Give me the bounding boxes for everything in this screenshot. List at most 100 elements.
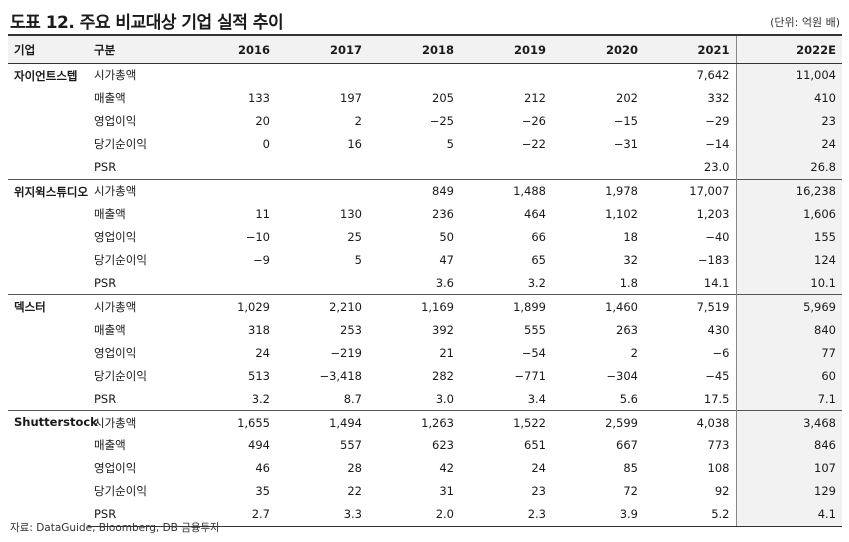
value-cell: 840 <box>735 318 842 342</box>
company-name: 덱스터 <box>8 294 88 411</box>
value-cell: 16 <box>347 137 362 152</box>
value-cell: 3.6 <box>435 275 454 290</box>
value-cell: 24 <box>531 461 546 476</box>
metric-label: 시가총액 <box>88 62 184 87</box>
value-cell: 24 <box>735 132 842 156</box>
header-year: 2017 <box>276 34 368 64</box>
value-cell: 849 <box>368 178 460 203</box>
value-cell: 21 <box>439 345 454 360</box>
value-cell: 124 <box>735 248 842 272</box>
value-cell: 2.0 <box>368 502 460 527</box>
value-cell <box>276 62 368 87</box>
value-cell: 17.5 <box>703 391 730 406</box>
value-cell: 11 <box>255 207 270 222</box>
value-cell: 1.8 <box>619 275 638 290</box>
metric-label: 시가총액 <box>88 294 184 319</box>
value-cell <box>552 62 644 87</box>
metric-label: 시가총액 <box>88 178 184 203</box>
metric-label: 영업이익 <box>94 345 137 360</box>
value-cell: 282 <box>432 368 454 383</box>
value-cell: −29 <box>705 114 730 129</box>
value-cell: 212 <box>524 91 546 106</box>
table-row: PSR 3.2 8.7 3.0 3.4 5.6 17.5 7.1 <box>8 387 842 411</box>
value-cell: −26 <box>521 114 546 129</box>
metric-label: 당기순이익 <box>94 484 147 499</box>
value-cell: 410 <box>735 86 842 110</box>
value-cell: 35 <box>255 484 270 499</box>
value-cell: 108 <box>707 461 730 476</box>
metric-label: 당기순이익 <box>94 137 147 152</box>
value-cell: 3.3 <box>276 502 368 527</box>
value-cell: 623 <box>432 438 454 453</box>
metric-label: 당기순이익 <box>94 368 147 383</box>
metric-label: 영업이익 <box>94 114 137 129</box>
value-cell: 1,488 <box>460 178 552 203</box>
table-row: 위지윅스튜디오 시가총액 849 1,488 1,978 17,007 16,238 <box>8 178 842 295</box>
table-row: 영업이익 46 28 42 24 85 108 107 <box>8 456 842 480</box>
value-cell: 263 <box>616 322 638 337</box>
value-cell: 23 <box>531 484 546 499</box>
header-year: 2021 <box>644 34 736 64</box>
value-cell: −304 <box>606 368 638 383</box>
value-cell: 1,522 <box>460 410 552 434</box>
metric-label: 당기순이익 <box>94 252 147 267</box>
value-cell: 22 <box>347 484 362 499</box>
value-cell: 5.6 <box>619 391 638 406</box>
value-cell: 332 <box>707 91 730 106</box>
metric-label: 매출액 <box>94 322 126 337</box>
value-cell: 2 <box>354 114 362 129</box>
value-cell: 3,468 <box>735 410 842 434</box>
value-cell: −219 <box>330 345 362 360</box>
value-cell: 318 <box>248 322 270 337</box>
value-cell: −40 <box>705 230 730 245</box>
value-cell <box>184 178 276 203</box>
value-cell: −183 <box>697 252 730 267</box>
table-row: PSR 23.0 26.8 <box>8 155 842 180</box>
company-name: 자이언트스텝 <box>8 63 88 180</box>
value-cell: 651 <box>524 438 546 453</box>
value-cell: −45 <box>705 368 730 383</box>
value-cell: 202 <box>616 91 638 106</box>
table-row: 매출액 318 253 392 555 263 430 840 <box>8 318 842 342</box>
value-cell: −6 <box>712 345 730 360</box>
value-cell: 667 <box>616 438 638 453</box>
value-cell: −3,418 <box>319 368 362 383</box>
value-cell: 65 <box>531 252 546 267</box>
value-cell: 24 <box>255 345 270 360</box>
table-row: 영업이익 24 −219 21 −54 2 −6 77 <box>8 341 842 365</box>
header-item: 구분 <box>88 34 184 64</box>
header-year: 2020 <box>552 34 644 64</box>
value-cell: 77 <box>735 341 842 365</box>
value-cell: 23.0 <box>703 160 730 175</box>
table-body: 자이언트스텝 시가총액 7,642 11,004 매출액 133 197 205 212 202 3… <box>8 62 842 527</box>
table-title: 도표 12. 주요 비교대상 기업 실적 추이 <box>10 13 284 33</box>
value-cell: 107 <box>735 456 842 480</box>
value-cell: 392 <box>432 322 454 337</box>
value-cell: 5.2 <box>644 502 736 527</box>
value-cell: 555 <box>524 322 546 337</box>
table-row: 영업이익 −10 25 50 66 18 −40 155 <box>8 225 842 249</box>
metric-label: 영업이익 <box>94 230 137 245</box>
value-cell: −15 <box>613 114 638 129</box>
value-cell: 1,460 <box>552 294 644 319</box>
metric-label: PSR <box>94 160 117 175</box>
table-row: 당기순이익 513 −3,418 282 −771 −304 −45 60 <box>8 364 842 388</box>
value-cell <box>368 62 460 87</box>
header-year: 2016 <box>184 34 276 64</box>
value-cell: 92 <box>714 484 730 499</box>
value-cell: 85 <box>623 461 638 476</box>
value-cell: 32 <box>623 252 638 267</box>
value-cell: −10 <box>245 230 270 245</box>
metric-label: 매출액 <box>94 207 126 222</box>
metric-label: 매출액 <box>94 438 126 453</box>
value-cell <box>184 271 276 294</box>
earnings-table: 기업 구분 2016 2017 2018 2019 2020 2021 2022… <box>8 34 842 527</box>
value-cell: 11,004 <box>735 62 842 87</box>
value-cell: 513 <box>248 368 270 383</box>
value-cell: 14.1 <box>703 275 730 290</box>
value-cell: 205 <box>432 91 454 106</box>
value-cell: 430 <box>707 322 730 337</box>
value-cell: −31 <box>613 137 638 152</box>
unit-note: (단위: 억원 배) <box>770 16 840 29</box>
value-cell: 1,899 <box>460 294 552 319</box>
